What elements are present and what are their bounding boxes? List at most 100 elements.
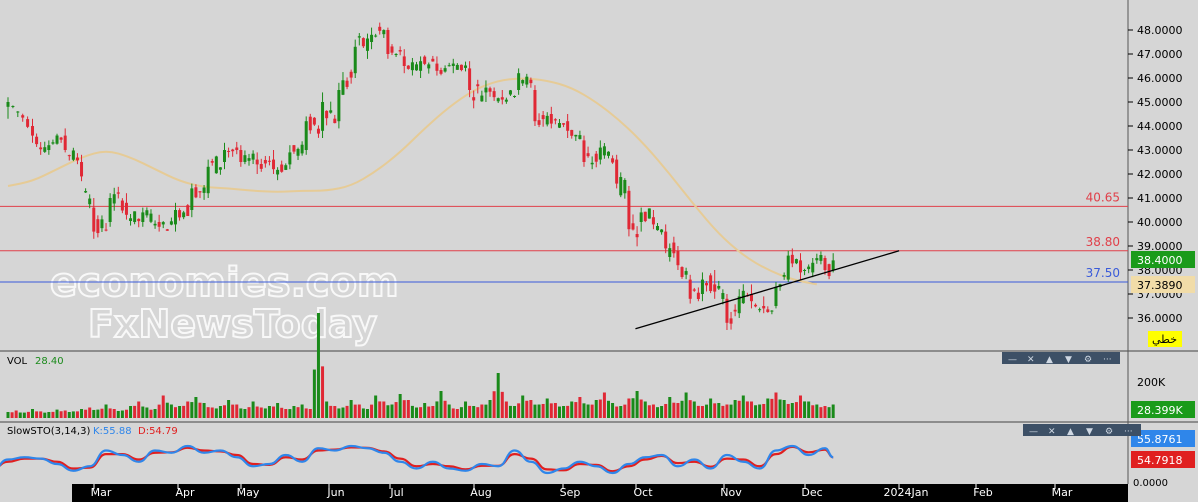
volume-bar[interactable]	[80, 409, 84, 418]
candle-body[interactable]	[562, 123, 566, 125]
candle-body[interactable]	[67, 155, 71, 157]
volume-bar[interactable]	[553, 403, 557, 418]
volume-bar[interactable]	[749, 401, 753, 419]
candle-body[interactable]	[798, 260, 802, 273]
candle-body[interactable]	[300, 144, 304, 154]
candle-body[interactable]	[729, 318, 733, 324]
volume-bar[interactable]	[578, 397, 582, 418]
volume-bar[interactable]	[549, 403, 553, 418]
volume-bar[interactable]	[296, 407, 300, 418]
candle-body[interactable]	[329, 110, 333, 113]
volume-bar[interactable]	[480, 404, 484, 419]
volume-bar[interactable]	[525, 400, 529, 418]
volume-bar[interactable]	[288, 409, 292, 418]
candle-body[interactable]	[382, 30, 386, 35]
volume-bar[interactable]	[10, 412, 14, 418]
volume-bar[interactable]	[272, 406, 276, 418]
candle-body[interactable]	[684, 271, 688, 275]
volume-bar[interactable]	[729, 404, 733, 418]
candle-body[interactable]	[831, 260, 835, 270]
volume-bar[interactable]	[259, 407, 263, 419]
candle-body[interactable]	[680, 267, 684, 277]
volume-bar[interactable]	[492, 391, 496, 418]
volume-bar[interactable]	[88, 407, 92, 419]
volume-bar[interactable]	[267, 406, 271, 418]
volume-bar[interactable]	[84, 409, 88, 418]
volume-bar[interactable]	[798, 395, 802, 419]
candle-body[interactable]	[668, 248, 672, 257]
volume-bar[interactable]	[206, 407, 210, 418]
candle-body[interactable]	[178, 210, 182, 218]
volume-bar[interactable]	[63, 410, 67, 419]
drawing-tool-box[interactable]	[1148, 331, 1182, 347]
candle-body[interactable]	[84, 191, 88, 193]
volume-bar[interactable]	[378, 401, 382, 418]
candle-body[interactable]	[643, 211, 647, 222]
candle-body[interactable]	[210, 161, 214, 163]
candle-body[interactable]	[357, 36, 361, 38]
volume-bar[interactable]	[758, 404, 762, 419]
candle-body[interactable]	[508, 90, 512, 95]
candle-body[interactable]	[11, 105, 15, 107]
candle-body[interactable]	[96, 219, 100, 234]
volume-bar[interactable]	[647, 405, 651, 418]
candle-body[interactable]	[361, 38, 365, 47]
volume-bar[interactable]	[329, 405, 333, 418]
volume-bar[interactable]	[398, 394, 402, 418]
volume-bar[interactable]	[676, 403, 680, 418]
candle-body[interactable]	[165, 229, 169, 231]
candle-body[interactable]	[586, 153, 590, 157]
close-icon[interactable]: ✕	[1027, 355, 1035, 365]
candle-body[interactable]	[202, 187, 206, 193]
volume-bar[interactable]	[443, 400, 447, 418]
candle-body[interactable]	[692, 289, 696, 291]
candle-body[interactable]	[80, 162, 84, 177]
candle-body[interactable]	[705, 283, 709, 286]
candle-body[interactable]	[157, 222, 161, 227]
volume-bar[interactable]	[153, 409, 157, 418]
volume-bars[interactable]	[6, 313, 835, 419]
candle-body[interactable]	[492, 91, 496, 98]
candle-body[interactable]	[31, 126, 35, 136]
candle-body[interactable]	[21, 115, 25, 118]
candle-body[interactable]	[525, 76, 529, 85]
candle-body[interactable]	[590, 162, 594, 165]
candle-body[interactable]	[786, 255, 790, 280]
volume-bar[interactable]	[406, 400, 410, 418]
volume-bar[interactable]	[276, 403, 280, 418]
collapse-icon[interactable]: —	[1029, 427, 1038, 437]
volume-bar[interactable]	[733, 400, 737, 418]
volume-bar[interactable]	[316, 313, 320, 418]
candle-body[interactable]	[431, 58, 435, 62]
volume-bar[interactable]	[705, 404, 709, 418]
volume-bar[interactable]	[18, 412, 22, 418]
candle-body[interactable]	[59, 137, 63, 140]
volume-bar[interactable]	[120, 410, 124, 419]
candle-body[interactable]	[173, 210, 177, 225]
candle-body[interactable]	[259, 163, 263, 169]
candle-body[interactable]	[47, 145, 51, 150]
move-up-icon[interactable]: ▲	[1067, 427, 1074, 437]
volume-bar[interactable]	[370, 404, 374, 418]
volume-bar[interactable]	[529, 400, 533, 418]
candle-body[interactable]	[88, 198, 92, 205]
candle-body[interactable]	[337, 90, 341, 122]
volume-bar[interactable]	[623, 404, 627, 418]
price-panel[interactable]	[0, 0, 1128, 350]
candle-body[interactable]	[182, 212, 186, 218]
volume-bar[interactable]	[823, 406, 827, 418]
volume-bar[interactable]	[394, 402, 398, 418]
volume-bar[interactable]	[766, 398, 770, 419]
candle-body[interactable]	[39, 147, 43, 150]
candle-body[interactable]	[370, 34, 374, 42]
candle-body[interactable]	[545, 115, 549, 125]
candle-body[interactable]	[402, 56, 406, 66]
candlestick-series[interactable]	[6, 22, 835, 330]
volume-bar[interactable]	[627, 398, 631, 419]
close-icon[interactable]: ✕	[1048, 427, 1056, 437]
candle-body[interactable]	[75, 157, 79, 161]
candle-body[interactable]	[415, 64, 418, 71]
candle-body[interactable]	[308, 116, 312, 131]
volume-bar[interactable]	[304, 408, 308, 418]
volume-bar[interactable]	[586, 404, 590, 419]
